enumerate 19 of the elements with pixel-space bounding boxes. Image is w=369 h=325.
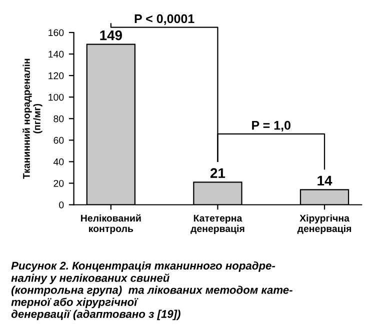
text: P < 0,0001 bbox=[134, 14, 194, 25]
y-tick-label: 80 bbox=[54, 115, 64, 122]
y-tick-label: 120 bbox=[48, 72, 64, 80]
y-tick-label: 20 bbox=[54, 180, 64, 187]
x-tick-label: Катетерна денервація bbox=[190, 214, 244, 234]
y-tick-label: 160 bbox=[48, 29, 64, 36]
annotation: P = 1,0 bbox=[252, 120, 290, 132]
y-tick-label: 100 bbox=[48, 94, 64, 101]
y-tick-label: 140 bbox=[48, 50, 64, 58]
y-tick-label: 0 bbox=[59, 201, 64, 208]
text: Рисунок 2. Концентрація тканинного норадре- наліну у нелікованих свиней (контрольна група) та лікованих методом кате- терної або хірургічної денервації (адаптовано з [19]) bbox=[11, 261, 292, 320]
data-label: 14 bbox=[318, 176, 332, 186]
x-tick-label: Хірургічна денервація bbox=[297, 214, 352, 234]
data-label: 149 bbox=[100, 30, 122, 40]
x-tick-label: Нелікований контроль bbox=[81, 214, 141, 234]
data-label: 21 bbox=[210, 168, 226, 178]
y-axis-title: Тканинний норадреналін (пг/мг) bbox=[22, 58, 42, 179]
y-tick-label: 40 bbox=[53, 158, 64, 166]
y-tick-label: 60 bbox=[54, 136, 64, 144]
